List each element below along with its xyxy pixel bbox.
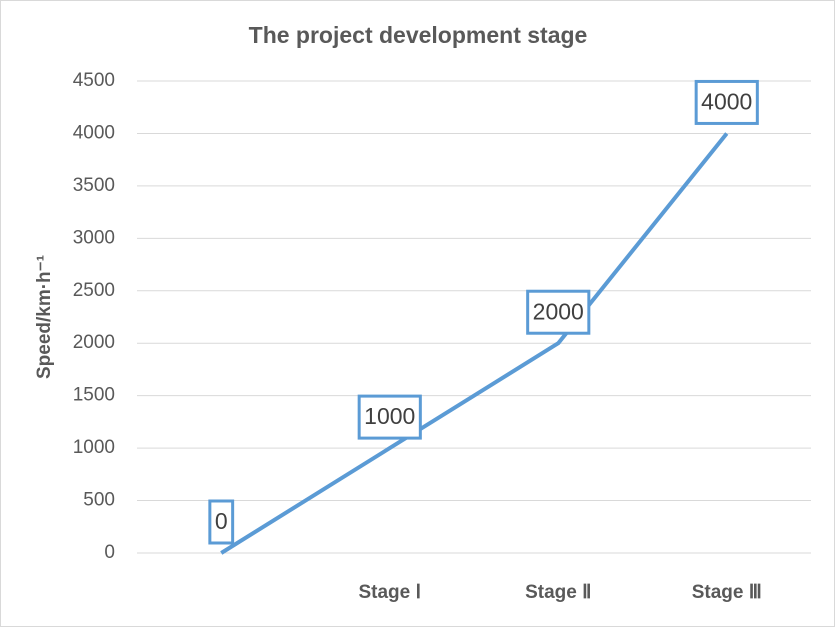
data-label-box (694, 79, 759, 125)
y-tick-label: 4500 (73, 70, 115, 91)
data-label: 0 (215, 508, 228, 534)
data-label: 1000 (364, 403, 415, 429)
x-tick-label: Stage Ⅲ (692, 582, 762, 603)
x-tick-label: Stage Ⅱ (525, 582, 591, 603)
data-label: 2000 (533, 298, 584, 324)
x-tick-label: Stage Ⅰ (358, 582, 421, 603)
y-axis-label: Speed/km·h⁻¹ (34, 255, 55, 379)
y-tick-label: 3500 (73, 175, 115, 196)
y-tick-label: 2500 (73, 280, 115, 301)
y-tick-label: 4000 (73, 122, 115, 143)
data-label-box (208, 499, 235, 545)
y-tick-label: 3000 (73, 227, 115, 248)
chart-title: The project development stage (249, 22, 588, 48)
data-label: 4000 (701, 89, 752, 115)
data-label-box (526, 289, 591, 335)
y-tick-label: 1500 (73, 385, 115, 406)
y-tick-label: 0 (104, 542, 115, 563)
y-tick-label: 2000 (73, 332, 115, 353)
y-tick-label: 1000 (73, 437, 115, 458)
data-label-box (357, 394, 422, 440)
data-line (220, 132, 729, 555)
y-tick-label: 500 (83, 490, 115, 511)
